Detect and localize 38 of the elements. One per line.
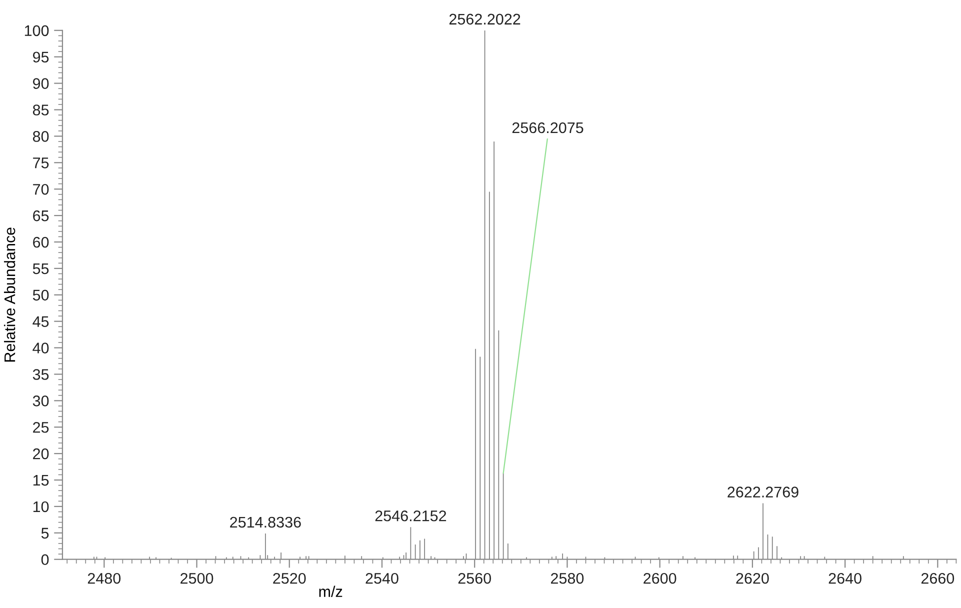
y-tick-label: 15	[33, 475, 49, 486]
x-tick-label: 2540	[366, 572, 398, 584]
y-tick-label: 80	[32, 131, 49, 142]
x-tick-label: 2560	[458, 572, 491, 584]
x-tick-label: 2620	[736, 572, 769, 584]
annotation: 2622.2769	[728, 486, 798, 498]
x-tick-label: 2640	[828, 572, 862, 584]
x-tick-label: 2580	[550, 572, 584, 584]
y-tick-label: 100	[24, 25, 49, 36]
y-tick-label: 40	[32, 342, 49, 354]
x-tick-label: 2520	[273, 572, 306, 584]
y-tick-label: 20	[33, 448, 49, 460]
y-axis-title: Relative Abundance	[4, 228, 16, 362]
annotation: 2546.2152	[375, 510, 446, 522]
annotation: 2514.8336	[230, 516, 301, 528]
x-tick-label: 2600	[644, 572, 676, 584]
y-tick-label: 5	[41, 528, 49, 539]
y-tick-label: 70	[33, 184, 49, 195]
y-tick-label: 45	[32, 316, 49, 328]
y-tick-label: 60	[33, 236, 49, 248]
y-tick-label: 90	[32, 78, 49, 89]
x-tick-label: 2660	[921, 572, 954, 584]
annotation: 2566.2075	[512, 122, 584, 134]
y-tick-label: 65	[33, 210, 49, 222]
y-tick-label: 35	[32, 369, 49, 380]
y-tick-label: 30	[32, 396, 49, 406]
y-tick-label: 25	[33, 422, 49, 433]
y-tick-label: 85	[32, 104, 49, 116]
y-tick-label: 75	[33, 158, 49, 168]
annotation: 2562.2022	[449, 14, 520, 25]
x-axis-title: m/z	[319, 586, 342, 598]
y-tick-label: 10	[33, 501, 49, 512]
y-tick-label: 95	[32, 52, 49, 63]
x-tick-label: 2480	[88, 572, 121, 584]
y-tick-label: 50	[32, 290, 49, 301]
y-tick-label: 55	[32, 263, 49, 274]
y-tick-label: 0	[41, 554, 49, 566]
x-tick-label: 2500	[180, 572, 214, 584]
